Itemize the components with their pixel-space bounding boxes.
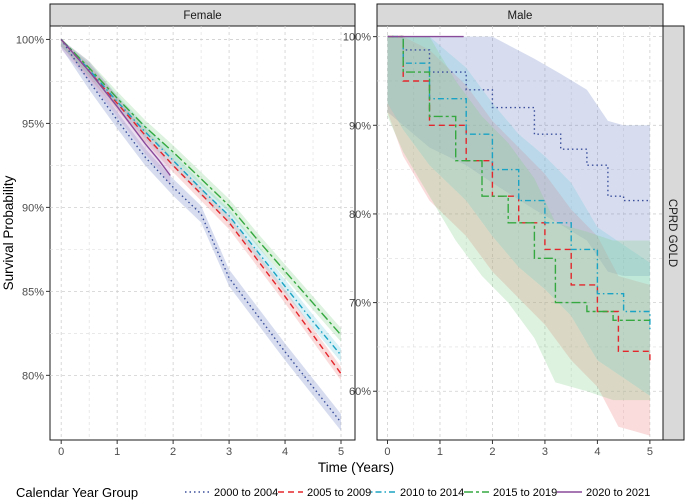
grid-female bbox=[50, 26, 355, 440]
y-tick-label: 90% bbox=[349, 120, 371, 132]
legend-title: Calendar Year Group bbox=[16, 485, 138, 500]
legend: Calendar Year Group 2000 to 2004 2005 to … bbox=[16, 485, 650, 500]
y-tick-label: 100% bbox=[16, 34, 44, 46]
series-line bbox=[387, 35, 650, 202]
y-axis-title: Survival Probability bbox=[1, 175, 16, 290]
panel-female: Female 0 1 2 3 4 5 80% 85% 90% 95% 100% bbox=[16, 3, 356, 458]
y-tick-label: 85% bbox=[22, 286, 44, 298]
lines-female bbox=[60, 38, 342, 423]
ci-band bbox=[61, 39, 341, 362]
y-tick-label: 90% bbox=[22, 202, 44, 214]
x-tick-label: 2 bbox=[489, 446, 495, 458]
strip-female-label: Female bbox=[183, 10, 221, 22]
y-tick-label: 100% bbox=[343, 32, 371, 44]
y-tick-label: 80% bbox=[349, 209, 371, 221]
row-strip-label: CPRD GOLD bbox=[666, 199, 678, 267]
legend-label: 2005 to 2009 bbox=[307, 487, 371, 499]
legend-label: 2010 to 2014 bbox=[400, 487, 464, 499]
x-tick-label: 4 bbox=[282, 446, 288, 458]
x-tick-label: 1 bbox=[437, 446, 443, 458]
series-line bbox=[60, 39, 342, 423]
grid-male bbox=[377, 26, 663, 440]
x-tick-label: 5 bbox=[647, 446, 653, 458]
x-tick-label: 4 bbox=[594, 446, 600, 458]
plot-area-male bbox=[376, 25, 664, 441]
y-tick-label: 60% bbox=[349, 386, 371, 398]
panel-male: Male 0 1 2 3 4 5 60% 70% 80% 90% 100% bbox=[343, 3, 664, 458]
series-line bbox=[60, 38, 171, 176]
ci-band bbox=[61, 39, 171, 186]
series-line bbox=[60, 38, 342, 336]
plot-area-female bbox=[49, 25, 356, 441]
x-tick-label: 5 bbox=[338, 446, 344, 458]
series-line bbox=[60, 38, 342, 375]
ticks-female: 0 1 2 3 4 5 80% 85% 90% 95% 100% bbox=[16, 34, 344, 458]
lines-male bbox=[387, 35, 651, 361]
x-tick-label: 3 bbox=[226, 446, 232, 458]
strip-male-label: Male bbox=[508, 10, 533, 22]
x-tick-label: 1 bbox=[114, 446, 120, 458]
series-line bbox=[387, 35, 650, 321]
row-strip bbox=[662, 25, 685, 441]
legend-label: 2015 to 2019 bbox=[493, 487, 557, 499]
ci-band bbox=[61, 39, 341, 342]
ci-band bbox=[387, 36, 650, 436]
y-tick-label: 80% bbox=[22, 370, 44, 382]
legend-label: 2020 to 2021 bbox=[586, 487, 650, 499]
ci-band bbox=[61, 39, 341, 431]
ci-band bbox=[387, 36, 650, 276]
x-tick-label: 3 bbox=[542, 446, 548, 458]
y-tick-label: 70% bbox=[349, 298, 371, 310]
x-tick-label: 0 bbox=[384, 446, 390, 458]
legend-label: 2000 to 2004 bbox=[214, 487, 278, 499]
x-tick-label: 0 bbox=[58, 446, 64, 458]
ticks-male: 0 1 2 3 4 5 60% 70% 80% 90% 100% bbox=[343, 32, 653, 458]
y-tick-label: 95% bbox=[22, 118, 44, 130]
x-axis-title: Time (Years) bbox=[318, 460, 394, 475]
x-tick-label: 2 bbox=[170, 446, 176, 458]
